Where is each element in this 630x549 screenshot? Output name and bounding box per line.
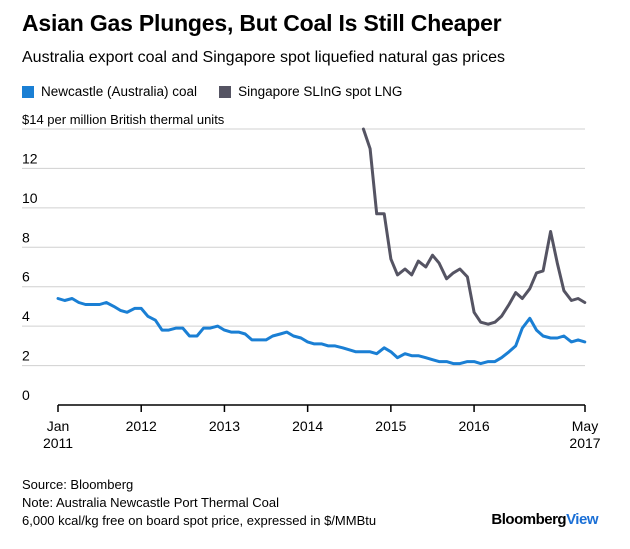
x-tick-label-0: Jan	[47, 418, 70, 434]
source-text: Source: Bloomberg	[22, 477, 134, 492]
x-tick-label-2: 2013	[209, 418, 240, 434]
y-tick-label-6: 6	[22, 269, 30, 285]
y-tick-label-4: 4	[22, 308, 30, 324]
note-line-2: 6,000 kcal/kg free on board spot price, …	[22, 513, 377, 528]
legend-item-coal: Newcastle (Australia) coal	[22, 84, 197, 99]
legend-swatch-lng	[219, 85, 232, 98]
brand-main: Bloomberg	[491, 511, 567, 528]
y-tick-label-14: $14 per million British thermal units	[22, 112, 225, 127]
legend-item-lng: Singapore SLInG spot LNG	[219, 84, 402, 99]
x-tick-label-6-line2: 2017	[569, 435, 600, 451]
y-tick-label-8: 8	[22, 229, 30, 245]
chart-footer: Source: Bloomberg Note: Australia Newcas…	[22, 476, 376, 530]
note-line-1: Note: Australia Newcastle Port Thermal C…	[22, 495, 279, 510]
y-tick-label-12: 12	[22, 150, 38, 166]
legend-label-coal: Newcastle (Australia) coal	[41, 84, 198, 99]
chart-subtitle: Australia export coal and Singapore spot…	[22, 49, 505, 66]
x-tick-label-0-line2: 2011	[43, 435, 73, 451]
x-tick-label-5: 2016	[458, 418, 489, 434]
y-tick-label-0: 0	[22, 387, 30, 403]
x-tick-label-1: 2012	[126, 418, 157, 434]
x-tick-label-6: May	[572, 418, 598, 434]
legend-label-lng: Singapore SLInG spot LNG	[238, 84, 403, 99]
series-line-lng	[361, 127, 587, 326]
series-line-coal	[56, 297, 587, 366]
y-tick-label-10: 10	[22, 190, 38, 206]
chart-title: Asian Gas Plunges, But Coal Is Still Che…	[22, 10, 502, 36]
brand-accent: View	[566, 511, 598, 528]
y-tick-label-2: 2	[22, 348, 30, 364]
x-tick-label-4: 2015	[375, 418, 406, 434]
x-tick-label-3: 2014	[292, 418, 323, 434]
legend-swatch-coal	[22, 85, 34, 98]
bloomberg-view-logo: BloombergView	[491, 511, 598, 528]
chart-legend: Newcastle (Australia) coal Singapore SLI…	[22, 84, 424, 99]
